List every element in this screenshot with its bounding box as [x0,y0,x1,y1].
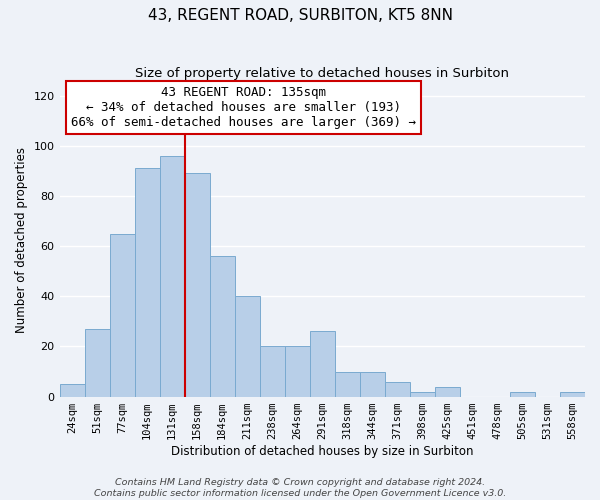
Text: 43, REGENT ROAD, SURBITON, KT5 8NN: 43, REGENT ROAD, SURBITON, KT5 8NN [148,8,452,22]
Bar [185,174,209,396]
Bar [310,332,335,396]
Bar [410,392,435,396]
Bar [510,392,535,396]
X-axis label: Distribution of detached houses by size in Surbiton: Distribution of detached houses by size … [171,444,473,458]
Bar [160,156,185,396]
Text: 43 REGENT ROAD: 135sqm  
← 34% of detached houses are smaller (193)
66% of semi-: 43 REGENT ROAD: 135sqm ← 34% of detached… [71,86,416,129]
Title: Size of property relative to detached houses in Surbiton: Size of property relative to detached ho… [135,68,509,80]
Text: Contains HM Land Registry data © Crown copyright and database right 2024.
Contai: Contains HM Land Registry data © Crown c… [94,478,506,498]
Bar [385,382,410,396]
Bar [360,372,385,396]
Bar [134,168,160,396]
Bar [435,386,460,396]
Bar [260,346,285,397]
Bar [285,346,310,397]
Y-axis label: Number of detached properties: Number of detached properties [15,147,28,333]
Bar [110,234,134,396]
Bar [335,372,360,396]
Bar [560,392,585,396]
Bar [59,384,85,396]
Bar [235,296,260,396]
Bar [209,256,235,396]
Bar [85,329,110,396]
